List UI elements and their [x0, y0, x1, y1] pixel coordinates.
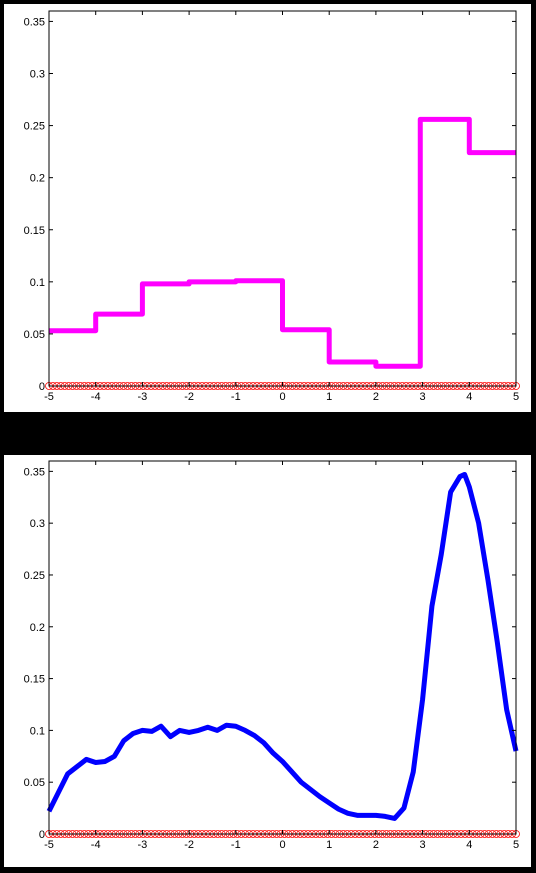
bottom-x-tick-label: -1: [231, 839, 241, 851]
top-y-tick-label: 0.25: [24, 121, 45, 133]
top-x-tick-label: -4: [91, 391, 101, 403]
top-x-tick-label: -2: [184, 391, 194, 403]
bottom-y-tick-label: 0.2: [30, 622, 45, 634]
top-y-tick-label: 0.35: [24, 16, 45, 28]
bottom-y-tick-label: 0.3: [30, 518, 45, 530]
bottom-x-tick-label: 0: [279, 839, 285, 851]
bottom-x-tick-label: -4: [91, 839, 101, 851]
bottom-x-tick-label: -2: [184, 839, 194, 851]
top-y-tick-label: 0.05: [24, 329, 45, 341]
top-y-tick-label: 0.15: [24, 225, 45, 237]
bottom-y-tick-label: 0.15: [24, 674, 45, 686]
top-y-tick-label: 0.1: [30, 277, 45, 289]
bottom-x-tick-label: -5: [44, 839, 54, 851]
top-x-tick-label: -5: [44, 391, 54, 403]
bottom-chart-panel: -5 -4 -3 -2 -1 0 1 2 3 4 5 0 0.05 0.1 0.15 0.2 0.25 0.3 0.…: [4, 455, 531, 867]
top-chart-panel: -5 -4 -3 -2 -1 0 1 2 3 4 5 0 0.05 0.1 0.15 0.2 0.25 0.3 0.…: [4, 4, 531, 412]
top-x-tick-label: -1: [231, 391, 241, 403]
top-x-tick-label: 4: [466, 391, 472, 403]
bottom-x-tick-label: 3: [420, 839, 426, 851]
bottom-series-line: [46, 471, 519, 821]
bottom-x-tick-label: 4: [466, 839, 472, 851]
top-x-tick-label: 1: [326, 391, 332, 403]
bottom-x-tick-label: -3: [138, 839, 148, 851]
bottom-x-tick-label: 5: [513, 839, 519, 851]
bottom-panel-background: [4, 455, 531, 867]
bottom-y-tick-label: 0.1: [30, 725, 45, 737]
bottom-y-tick-label: 0.05: [24, 777, 45, 789]
top-x-tick-label: 0: [279, 391, 285, 403]
top-y-tick-label: 0: [39, 381, 45, 393]
top-x-tick-label: -3: [138, 391, 148, 403]
top-x-tick-label: 2: [373, 391, 379, 403]
bottom-y-tick-label: 0.35: [24, 466, 45, 478]
top-y-tick-label: 0.3: [30, 69, 45, 81]
top-x-tick-label: 5: [513, 391, 519, 403]
top-x-tick-label: 3: [420, 391, 426, 403]
bottom-y-tick-label: 0: [39, 829, 45, 841]
top-series-line: [49, 116, 516, 369]
top-panel-background: [4, 4, 531, 412]
top-y-tick-label: 0.2: [30, 173, 45, 185]
bottom-y-tick-label: 0.25: [24, 570, 45, 582]
bottom-x-tick-label: 1: [326, 839, 332, 851]
bottom-x-tick-label: 2: [373, 839, 379, 851]
